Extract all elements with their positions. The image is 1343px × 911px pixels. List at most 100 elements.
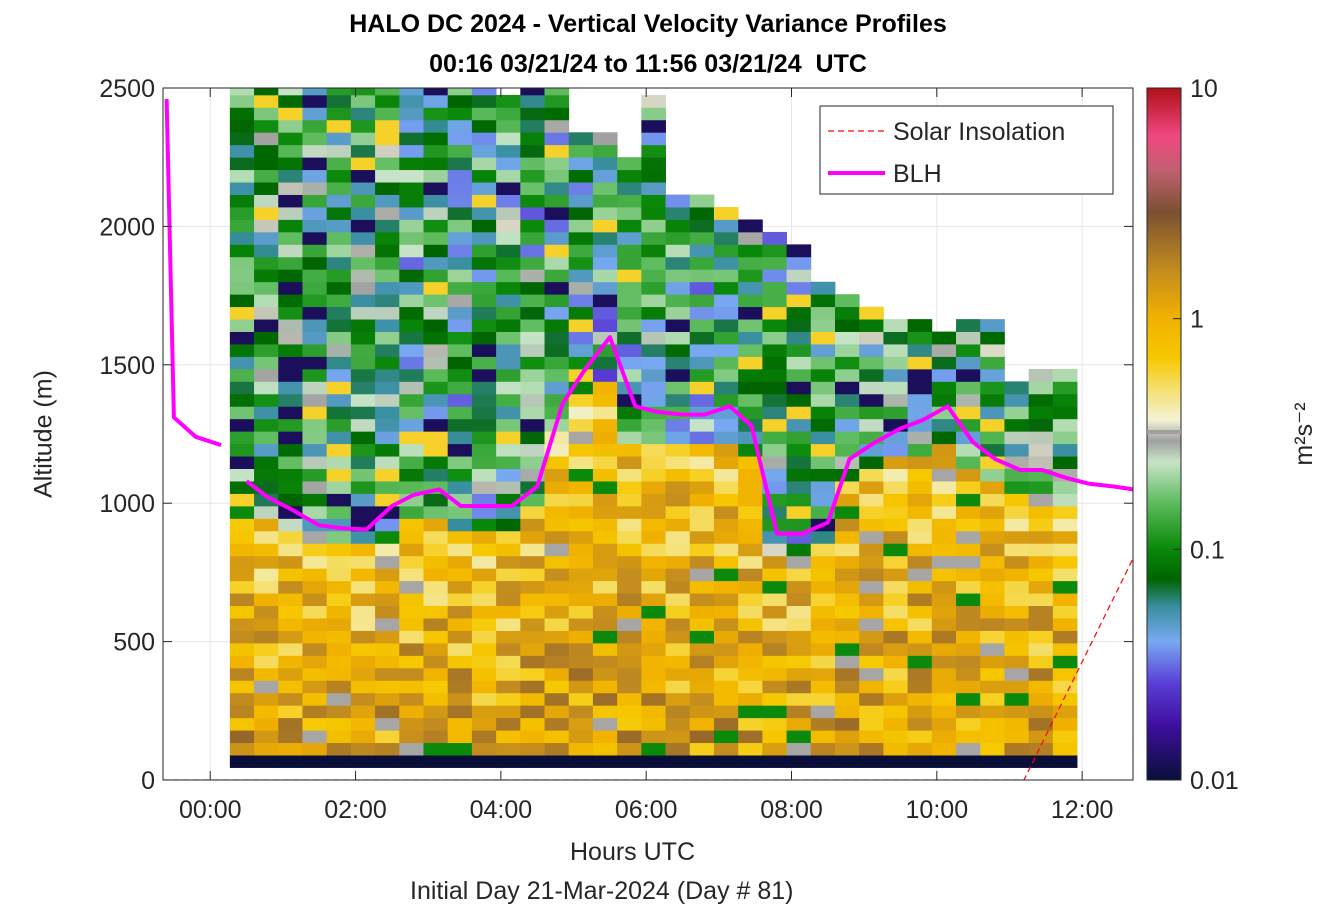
heatmap-cell <box>1028 692 1054 706</box>
heatmap-cell <box>713 306 739 320</box>
heatmap-cell <box>713 518 739 532</box>
heatmap-cell <box>375 319 400 332</box>
heatmap-cell <box>738 580 763 594</box>
heatmap-cell <box>447 667 473 681</box>
heatmap-cell <box>713 244 739 258</box>
x-tick-label: 08:00 <box>760 796 823 824</box>
heatmap-cell <box>617 344 642 357</box>
heatmap-cell <box>592 381 618 395</box>
heatmap-cell <box>738 655 763 669</box>
heatmap-cell <box>229 518 255 532</box>
heatmap-cell <box>834 618 860 631</box>
heatmap-cell <box>1004 755 1030 768</box>
heatmap-cell <box>859 692 884 706</box>
heatmap-cell <box>544 431 570 445</box>
heatmap-cell <box>399 88 424 96</box>
heatmap-cell <box>350 705 376 719</box>
heatmap-cell <box>810 705 836 719</box>
heatmap-cell <box>229 717 255 731</box>
heatmap-cell <box>931 555 957 569</box>
heatmap-cell <box>350 344 376 357</box>
heatmap-cell <box>1052 630 1078 644</box>
heatmap-cell <box>1052 368 1078 382</box>
heatmap-cell <box>641 493 666 507</box>
heatmap-cell <box>229 144 255 158</box>
heatmap-cell <box>1052 717 1078 731</box>
heatmap-cell <box>447 443 473 457</box>
heatmap-cell <box>762 505 787 519</box>
heatmap-cell <box>496 344 521 357</box>
heatmap-cell <box>859 306 884 320</box>
heatmap-cell <box>980 518 1005 532</box>
heatmap-cell <box>568 692 594 706</box>
heatmap-cell <box>447 269 473 283</box>
heatmap-cell <box>762 593 787 607</box>
heatmap-cell <box>883 593 909 607</box>
heatmap-cell <box>713 755 739 768</box>
heatmap-cell <box>956 356 981 370</box>
heatmap-cell <box>302 642 328 656</box>
heatmap-cell <box>423 368 449 382</box>
heatmap-cell <box>229 231 255 245</box>
heatmap-cell <box>762 281 787 295</box>
heatmap-cell <box>229 443 255 457</box>
heatmap-cell <box>302 244 328 258</box>
heatmap-cell <box>1028 493 1054 507</box>
heatmap-cell <box>496 182 521 195</box>
heatmap-cell <box>229 755 255 768</box>
heatmap-cell <box>254 593 279 607</box>
heatmap-cell <box>931 630 957 644</box>
heatmap-cell <box>592 182 618 195</box>
heatmap-cell <box>859 655 884 669</box>
heatmap-cell <box>302 481 328 494</box>
heatmap-cell <box>471 344 497 357</box>
heatmap-cell <box>1052 655 1078 669</box>
heatmap-cell <box>883 730 909 744</box>
heatmap-cell <box>689 692 715 706</box>
heatmap-cell <box>375 356 400 370</box>
heatmap-cell <box>592 132 618 146</box>
heatmap-cell <box>375 705 400 719</box>
heatmap-cell <box>471 356 497 370</box>
heatmap-cell <box>350 393 376 407</box>
heatmap-cell <box>665 692 691 706</box>
heatmap-cell <box>665 356 691 370</box>
heatmap-cell <box>544 730 570 744</box>
heatmap-cell <box>278 705 303 719</box>
heatmap-cell <box>278 182 303 195</box>
y-axis-label: Altitude (m) <box>29 370 58 498</box>
heatmap-cell <box>956 319 981 332</box>
heatmap-cell <box>592 144 618 158</box>
heatmap-cell <box>665 381 691 395</box>
heatmap-cell <box>471 518 497 532</box>
heatmap-cell <box>980 568 1005 582</box>
heatmap-cell <box>278 169 303 183</box>
heatmap-cell <box>568 418 594 432</box>
heatmap-cell <box>762 368 787 382</box>
heatmap-cell <box>834 331 860 345</box>
heatmap-cell <box>713 468 739 482</box>
heatmap-cell <box>544 568 570 582</box>
heatmap-cell <box>278 269 303 283</box>
heatmap-cell <box>447 742 473 756</box>
heatmap-cell <box>496 543 521 557</box>
heatmap-cell <box>689 331 715 345</box>
heatmap-cell <box>931 680 957 694</box>
heatmap-cell <box>375 306 400 320</box>
heatmap-cell <box>641 742 666 756</box>
heatmap-cell <box>496 144 521 158</box>
heatmap-cell <box>471 655 497 669</box>
heatmap-cell <box>641 431 666 445</box>
heatmap-cell <box>810 368 836 382</box>
heatmap-cell <box>350 742 376 756</box>
heatmap-cell <box>399 182 424 195</box>
heatmap-cell <box>568 319 594 332</box>
heatmap-cell <box>254 468 279 482</box>
heatmap-cell <box>689 543 715 557</box>
heatmap-cell <box>641 692 666 706</box>
heatmap-cell <box>496 306 521 320</box>
heatmap-cell <box>350 331 376 345</box>
heatmap-cell <box>375 605 400 619</box>
heatmap-cell <box>229 319 255 332</box>
heatmap-cell <box>592 593 618 607</box>
